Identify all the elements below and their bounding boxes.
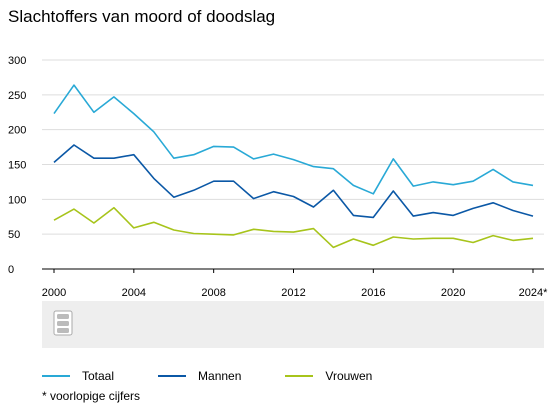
x-tick-label: 2024* <box>519 287 548 299</box>
legend-label-vrouwen: Vrouwen <box>325 369 373 383</box>
legend-label-mannen: Mannen <box>198 369 242 383</box>
x-tick-label: 2008 <box>201 287 225 299</box>
y-tick-label: 0 <box>8 264 14 276</box>
y-tick-label: 100 <box>8 194 26 206</box>
legend-item-mannen: Mannen <box>158 369 241 383</box>
series-line-totaal <box>53 84 534 195</box>
legend-item-totaal: Totaal <box>42 369 114 383</box>
chart-title: Slachtoffers van moord of doodslag <box>8 7 276 26</box>
x-tick-label: 2012 <box>281 287 305 299</box>
y-tick-label: 300 <box>8 55 26 67</box>
y-tick-label: 250 <box>8 90 26 102</box>
series-line-vrouwen <box>53 206 534 249</box>
footnote: * voorlopige cijfers <box>42 389 141 403</box>
y-tick-label: 200 <box>8 125 26 137</box>
legend-swatch-totaal <box>42 375 70 377</box>
x-tick-label: 2000 <box>42 287 66 299</box>
x-tick-label: 2004 <box>122 287 146 299</box>
legend-label-totaal: Totaal <box>82 369 115 383</box>
series-line-mannen <box>53 144 534 219</box>
x-tick-label: 2016 <box>361 287 385 299</box>
chart-legend: Totaal Mannen Vrouwen <box>42 369 416 383</box>
legend-swatch-vrouwen <box>285 375 314 377</box>
cbs-logo-icon <box>53 310 73 336</box>
x-tick-label: 2020 <box>441 287 465 299</box>
y-tick-label: 50 <box>8 229 20 241</box>
logo-band <box>42 301 544 348</box>
legend-swatch-mannen <box>158 375 187 377</box>
y-tick-label: 150 <box>8 160 26 172</box>
legend-item-vrouwen: Vrouwen <box>285 369 372 383</box>
